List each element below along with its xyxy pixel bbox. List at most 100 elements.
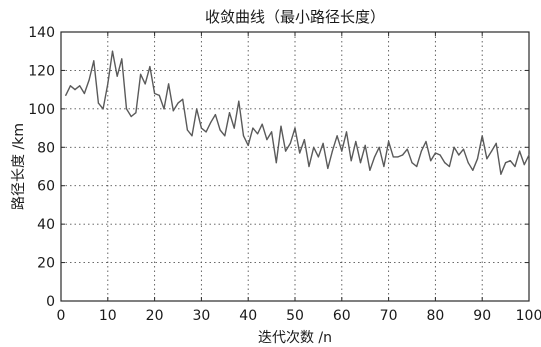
data-point bbox=[186, 129, 188, 131]
data-point bbox=[350, 160, 352, 162]
data-point bbox=[74, 89, 76, 91]
data-point bbox=[327, 167, 329, 169]
data-point bbox=[266, 139, 268, 141]
data-point bbox=[135, 112, 137, 114]
data-point bbox=[294, 127, 296, 129]
data-point bbox=[205, 131, 207, 133]
data-point bbox=[509, 160, 511, 162]
data-point bbox=[519, 150, 521, 152]
data-point bbox=[402, 154, 404, 156]
data-point bbox=[308, 165, 310, 168]
data-point bbox=[458, 154, 460, 156]
data-point bbox=[154, 92, 156, 95]
data-point bbox=[121, 58, 123, 60]
y-tick-label: 60 bbox=[37, 179, 55, 195]
x-tick-label: 80 bbox=[426, 308, 444, 324]
data-point bbox=[107, 83, 109, 85]
y-tick-label: 40 bbox=[37, 217, 55, 233]
x-tick-label: 20 bbox=[146, 308, 164, 324]
data-point bbox=[430, 160, 432, 162]
data-point bbox=[420, 150, 422, 152]
data-point bbox=[200, 127, 202, 129]
data-point bbox=[242, 135, 245, 137]
data-point bbox=[257, 133, 259, 135]
data-point bbox=[252, 127, 254, 129]
data-point bbox=[65, 94, 67, 96]
grid-lines bbox=[61, 32, 529, 301]
data-point bbox=[285, 150, 287, 152]
data-point bbox=[528, 154, 530, 156]
data-point bbox=[177, 102, 179, 104]
x-axis-label: 迭代次数 /n bbox=[258, 330, 332, 346]
data-point bbox=[444, 162, 446, 164]
y-tick-label: 20 bbox=[37, 256, 55, 272]
data-point bbox=[345, 131, 348, 133]
data-point bbox=[69, 85, 71, 87]
data-point bbox=[411, 162, 413, 164]
data-point bbox=[130, 115, 132, 118]
data-point bbox=[224, 135, 226, 137]
data-point bbox=[514, 165, 516, 168]
y-tick-label: 100 bbox=[28, 102, 55, 118]
x-tick-label: 60 bbox=[333, 308, 351, 324]
data-point bbox=[299, 152, 301, 154]
y-tick-label: 120 bbox=[28, 63, 55, 79]
data-point bbox=[383, 165, 385, 168]
data-point bbox=[462, 148, 465, 150]
data-point bbox=[331, 150, 333, 152]
data-point bbox=[111, 50, 114, 52]
data-point bbox=[97, 102, 99, 104]
x-tick-label: 0 bbox=[57, 308, 66, 324]
data-point bbox=[439, 154, 441, 156]
data-point bbox=[448, 165, 450, 168]
data-point bbox=[416, 165, 418, 168]
data-point bbox=[523, 164, 525, 166]
data-point bbox=[214, 114, 216, 116]
x-tick-label: 70 bbox=[380, 308, 398, 324]
x-tick-label: 30 bbox=[192, 308, 210, 324]
y-axis-label: 路径长度 /km bbox=[11, 123, 27, 210]
data-point bbox=[341, 150, 343, 152]
data-point bbox=[491, 150, 493, 152]
data-point bbox=[168, 83, 170, 85]
data-point bbox=[238, 100, 240, 102]
data-point bbox=[275, 162, 277, 164]
axis-ticks bbox=[60, 31, 530, 302]
x-tick-label: 40 bbox=[239, 308, 257, 324]
data-point bbox=[392, 156, 394, 158]
data-point bbox=[317, 156, 319, 158]
data-point bbox=[228, 112, 231, 114]
data-point bbox=[158, 94, 160, 96]
data-point bbox=[191, 135, 193, 137]
data-point bbox=[182, 98, 184, 100]
data-point bbox=[102, 108, 104, 110]
y-tick-label: 140 bbox=[28, 25, 55, 41]
data-point bbox=[364, 144, 366, 146]
data-point bbox=[116, 75, 118, 77]
data-point bbox=[313, 146, 315, 148]
data-point bbox=[467, 162, 469, 164]
data-point bbox=[500, 173, 502, 175]
data-point bbox=[378, 146, 380, 148]
data-point bbox=[163, 108, 165, 110]
data-point bbox=[210, 121, 212, 123]
x-tick-label: 50 bbox=[286, 308, 304, 324]
data-point bbox=[83, 92, 85, 95]
data-point bbox=[434, 152, 436, 154]
data-point bbox=[406, 148, 408, 150]
series-line bbox=[65, 50, 530, 175]
data-point bbox=[233, 127, 235, 129]
chart-title: 收敛曲线（最小路径长度） bbox=[205, 8, 385, 26]
data-point bbox=[247, 144, 249, 146]
data-point bbox=[88, 79, 90, 81]
data-point bbox=[219, 129, 221, 131]
data-point bbox=[397, 156, 399, 158]
data-point bbox=[144, 83, 146, 85]
data-point bbox=[388, 140, 390, 143]
data-point bbox=[359, 162, 362, 164]
data-point bbox=[303, 139, 305, 141]
data-point bbox=[505, 162, 507, 164]
data-point bbox=[125, 108, 128, 110]
data-point bbox=[486, 158, 488, 160]
